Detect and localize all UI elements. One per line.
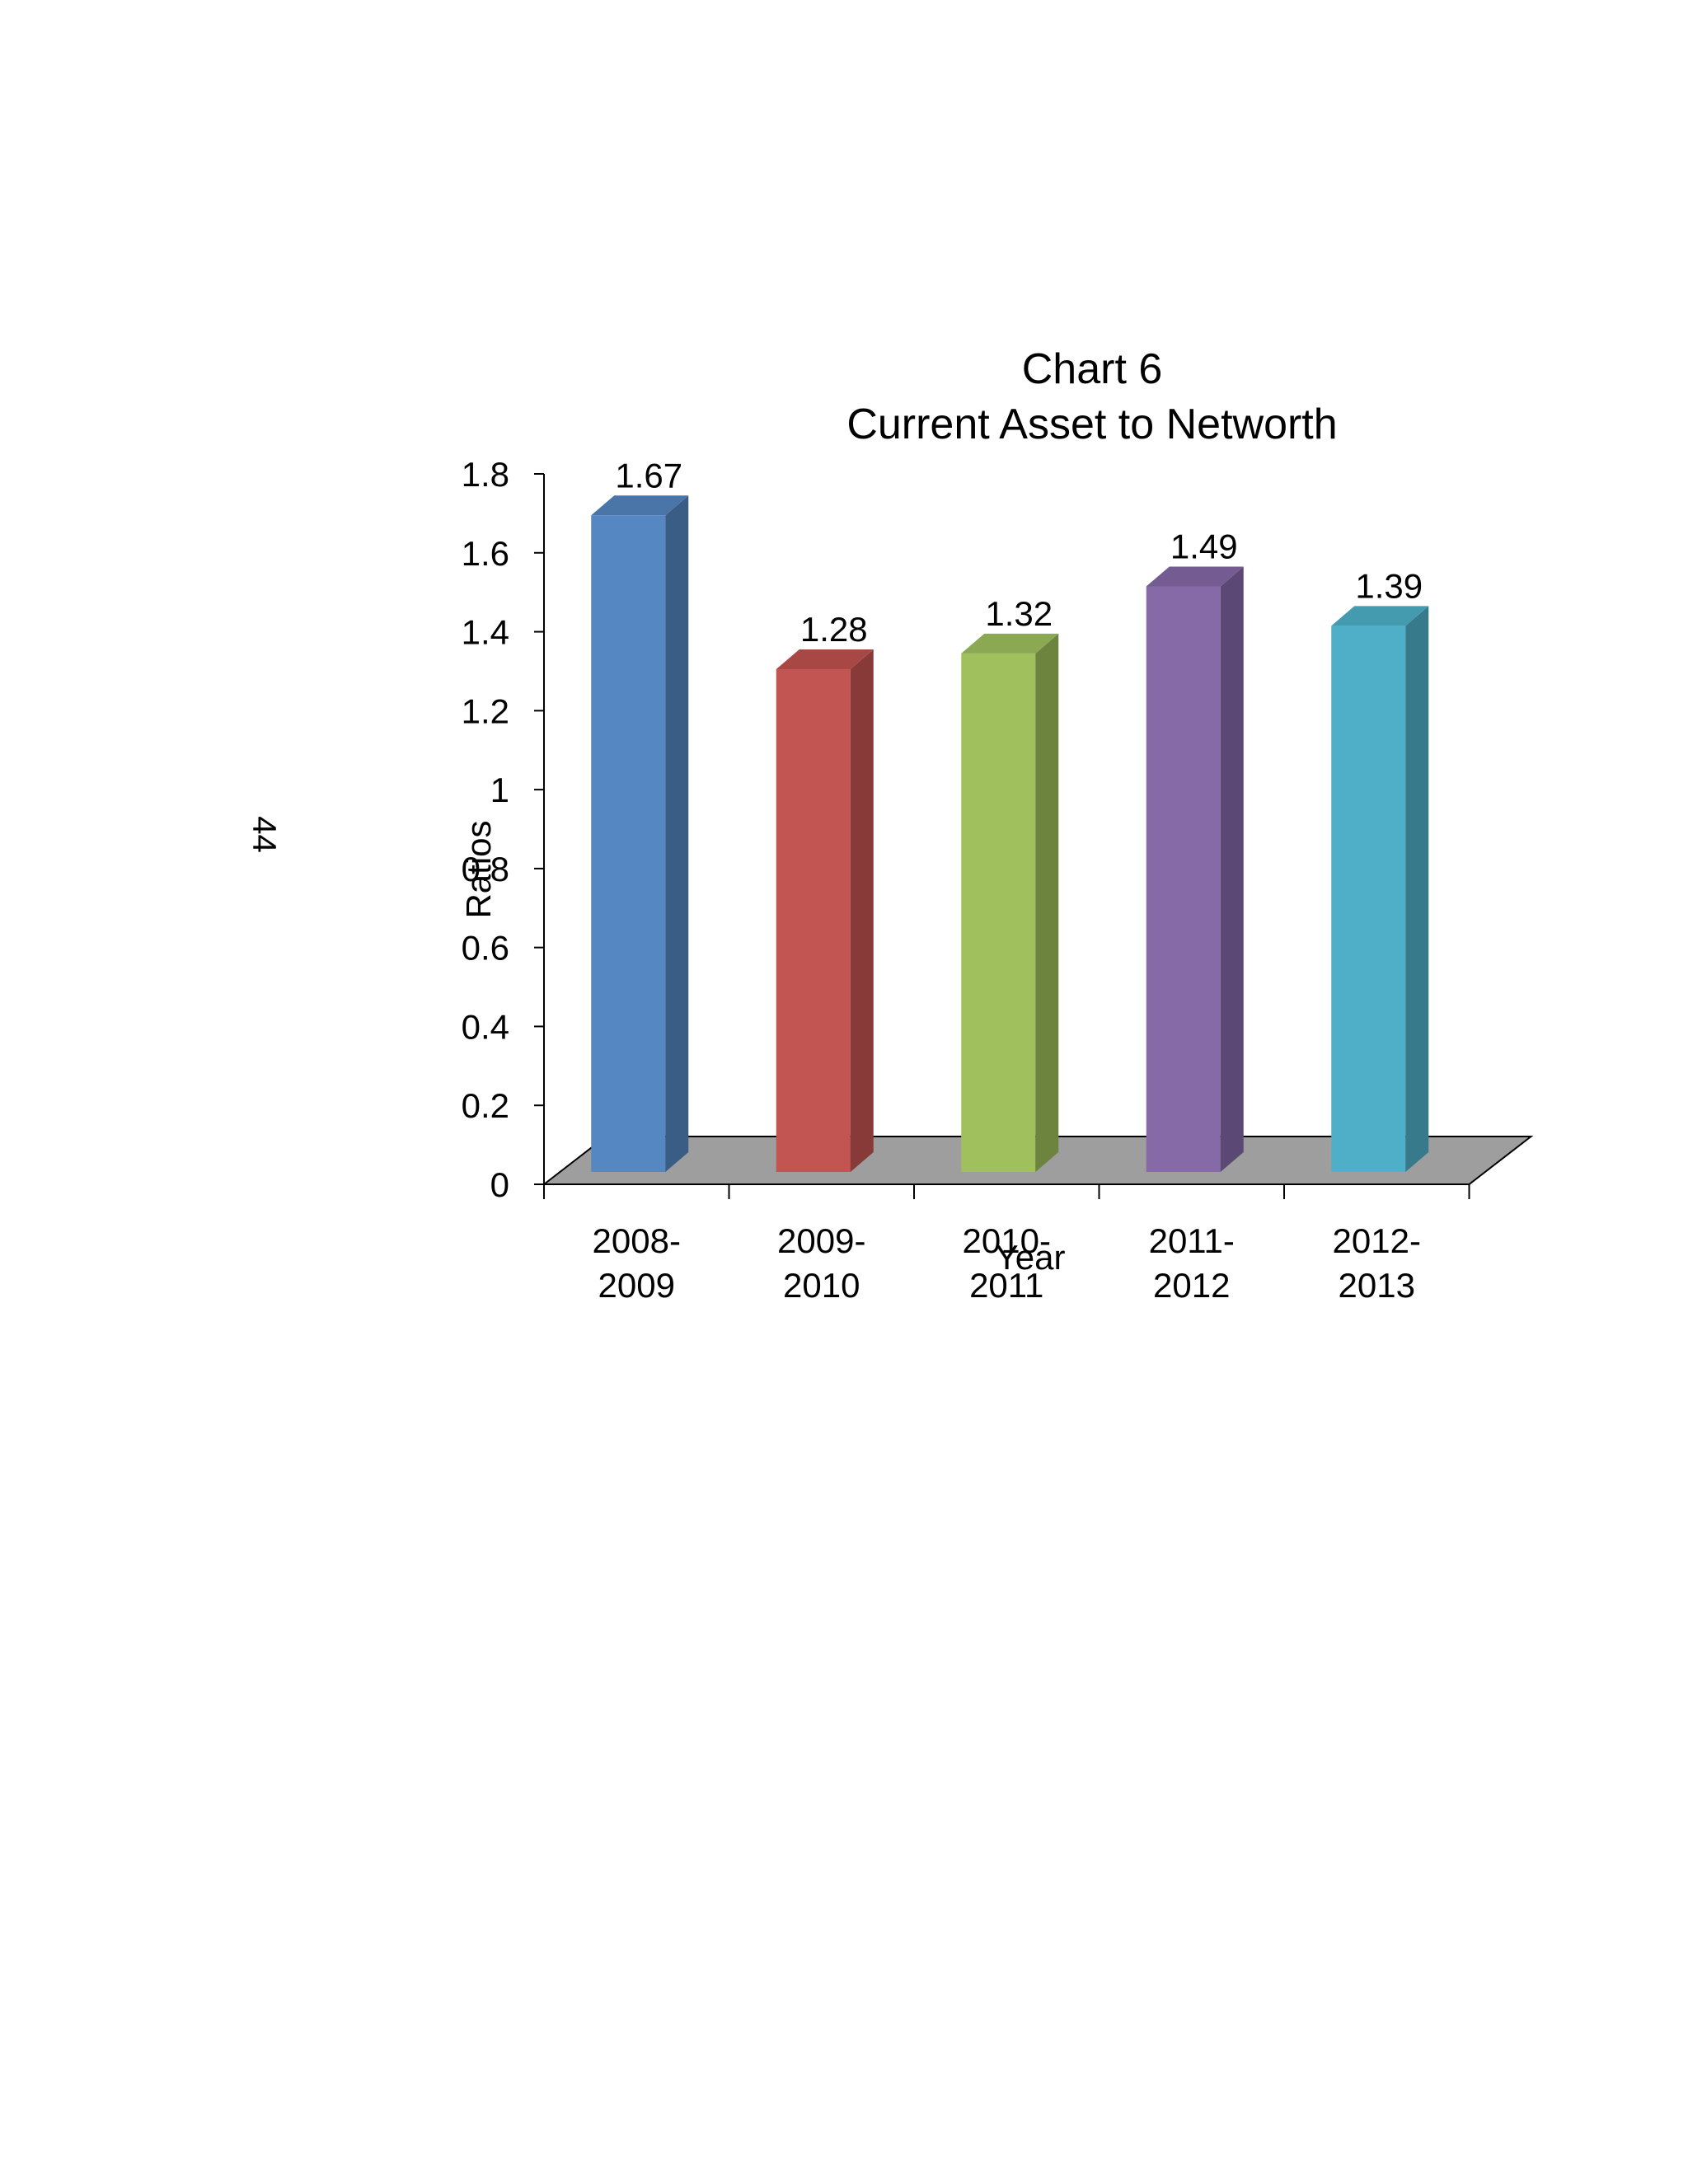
bars: 1.67 1.28 1.32 1.49 1.39 bbox=[591, 456, 1429, 1172]
bar-top bbox=[961, 633, 1059, 654]
bar-side bbox=[1405, 606, 1429, 1172]
y-axis-label: Ratios bbox=[459, 820, 498, 918]
chart-subtitle: Current Asset to Networth bbox=[846, 401, 1337, 448]
y-tick-label: 1.8 bbox=[462, 455, 509, 494]
bar-3 bbox=[961, 633, 1059, 1172]
x-tick-label: 2008- bbox=[593, 1221, 681, 1260]
bar-side bbox=[1035, 633, 1059, 1172]
bar-front bbox=[961, 653, 1036, 1172]
x-tick-label: 2012 bbox=[1153, 1266, 1230, 1305]
bar-5 bbox=[1331, 606, 1429, 1172]
bar-top bbox=[591, 495, 689, 516]
y-tick-label: 0 bbox=[490, 1165, 509, 1204]
x-tick-label: 2009 bbox=[598, 1266, 675, 1305]
bar-top bbox=[1146, 566, 1244, 587]
x-axis-label: Year bbox=[996, 1238, 1066, 1277]
bar-1 bbox=[591, 495, 689, 1172]
y-tick-label: 0.6 bbox=[462, 929, 509, 968]
x-tick-label: 2013 bbox=[1339, 1266, 1415, 1305]
bar-2 bbox=[776, 649, 874, 1172]
bar-4 bbox=[1146, 566, 1244, 1172]
bar-front bbox=[1331, 626, 1406, 1172]
x-tick-label: 2010- bbox=[963, 1221, 1051, 1260]
chart-title: Chart 6 bbox=[1022, 345, 1163, 393]
x-tick-label: 2009- bbox=[777, 1221, 865, 1260]
bar-front bbox=[591, 515, 666, 1172]
data-label: 1.39 bbox=[1355, 566, 1423, 605]
x-tick-label: 2011- bbox=[1149, 1221, 1235, 1260]
bar-top bbox=[1331, 606, 1429, 626]
y-axis: 0 0.2 0.4 0.6 0.8 1 1.2 1.4 1.6 1.8 bbox=[462, 455, 545, 1204]
data-label: 1.49 bbox=[1170, 527, 1238, 565]
bar-front bbox=[776, 669, 851, 1172]
bar-top bbox=[776, 649, 874, 670]
y-tick-label: 1 bbox=[490, 771, 509, 809]
bar-front bbox=[1146, 586, 1221, 1172]
x-tick-label: 2010 bbox=[783, 1266, 860, 1305]
bar-side bbox=[665, 495, 689, 1172]
y-tick-label: 1.6 bbox=[462, 534, 509, 573]
x-axis: 2008- 2009 2009- 2010 2010- 2011 2011- 2012 2012… bbox=[543, 1183, 1470, 1305]
bar-side bbox=[1220, 566, 1244, 1172]
y-tick-label: 0.8 bbox=[462, 850, 509, 888]
y-tick-label: 1.4 bbox=[462, 613, 509, 652]
data-label: 1.28 bbox=[800, 610, 868, 649]
y-tick-label: 0.2 bbox=[462, 1086, 509, 1125]
y-tick-label: 1.2 bbox=[462, 691, 509, 730]
data-label: 1.32 bbox=[985, 594, 1053, 633]
y-tick-label: 0.4 bbox=[462, 1007, 509, 1046]
data-label: 1.67 bbox=[615, 456, 682, 494]
x-tick-label: 2012- bbox=[1333, 1221, 1421, 1260]
x-tick-label: 2011 bbox=[969, 1266, 1043, 1305]
bar-side bbox=[850, 649, 874, 1172]
